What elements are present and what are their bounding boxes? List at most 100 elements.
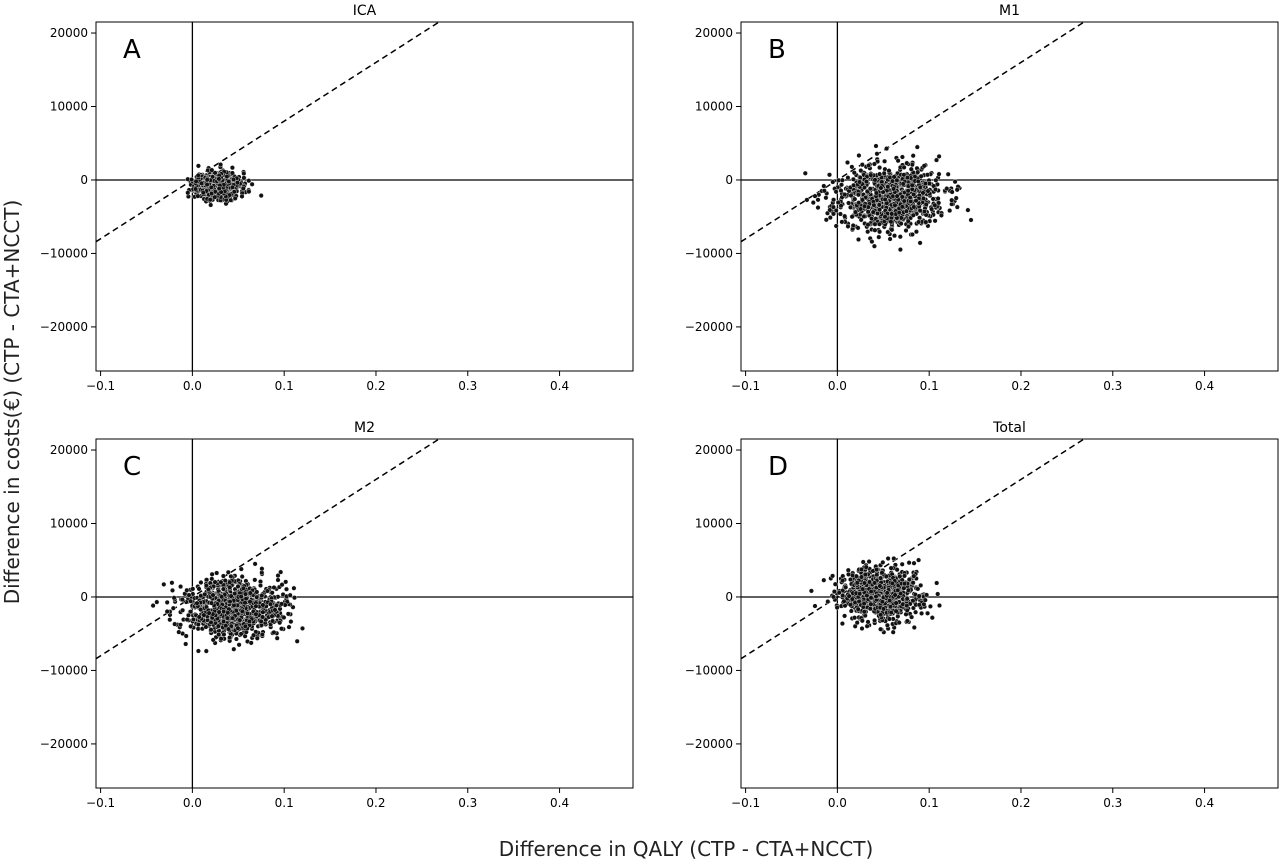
scatter-point: [884, 622, 890, 628]
scatter-point: [204, 182, 210, 188]
scatter-point: [892, 592, 898, 598]
scatter-point: [850, 572, 856, 578]
plot-area: [741, 22, 1278, 371]
scatter-point: [239, 193, 245, 199]
scatter-point: [169, 580, 175, 586]
scatter-point: [856, 236, 862, 242]
scatter-points: [150, 561, 306, 654]
scatter-point: [300, 625, 306, 631]
scatter-point: [949, 189, 955, 195]
scatter-point: [855, 225, 861, 231]
scatter-point: [861, 601, 867, 607]
y-tick-label: 0: [725, 173, 733, 187]
scatter-point: [895, 158, 901, 164]
scatter-point: [231, 176, 237, 182]
scatter-point: [882, 214, 888, 220]
scatter-point: [913, 609, 919, 615]
scatter-point: [904, 607, 910, 613]
scatter-point: [241, 170, 247, 176]
scatter-point: [878, 185, 884, 191]
scatter-point: [188, 598, 194, 604]
plot-area: [96, 22, 633, 371]
scatter-point: [892, 233, 898, 239]
scatter-point: [253, 603, 259, 609]
scatter-point: [279, 582, 285, 588]
scatter-point: [954, 187, 960, 193]
scatter-point: [944, 186, 950, 192]
scatter-point: [229, 170, 235, 176]
scatter-point: [925, 610, 931, 616]
scatter-point: [208, 600, 214, 606]
scatter-point: [949, 197, 955, 203]
scatter-point: [929, 615, 935, 621]
scatter-point: [239, 574, 245, 580]
scatter-point: [908, 166, 914, 172]
scatter-point: [922, 597, 928, 603]
scatter-point: [237, 617, 243, 623]
scatter-point: [925, 188, 931, 194]
scatter-point: [852, 196, 858, 202]
scatter-point: [859, 626, 865, 632]
scatter-point: [921, 163, 927, 169]
scatter-point: [208, 202, 214, 208]
scatter-point: [886, 616, 892, 622]
scatter-point: [230, 615, 236, 621]
scatter-point: [904, 160, 910, 166]
scatter-point: [196, 586, 202, 592]
y-tick-label: 0: [725, 590, 733, 604]
scatter-point: [220, 586, 226, 592]
scatter-point: [862, 203, 868, 209]
scatter-point: [921, 195, 927, 201]
scatter-point: [855, 606, 861, 612]
scatter-point: [915, 586, 921, 592]
scatter-point: [241, 175, 247, 181]
y-tick-label: 20000: [695, 443, 733, 457]
scatter-point: [209, 167, 215, 173]
y-axis-label: Difference in costs(€) (CTP - CTA+NCCT): [0, 200, 24, 605]
scatter-point: [808, 588, 814, 594]
x-tick-label: 0.1: [920, 796, 939, 810]
scatter-point: [195, 622, 201, 628]
scatter-point: [198, 180, 204, 186]
y-tick-label: −10000: [685, 246, 733, 260]
scatter-point: [846, 593, 852, 599]
x-tick-label: −0.1: [86, 796, 115, 810]
scatter-point: [917, 215, 923, 221]
scatter-point: [910, 212, 916, 218]
y-tick-label: −20000: [40, 737, 88, 751]
scatter-point: [235, 625, 241, 631]
scatter-point: [929, 206, 935, 212]
scatter-point: [218, 579, 224, 585]
scatter-point: [218, 162, 224, 168]
scatter-point: [862, 572, 868, 578]
scatter-point: [242, 623, 248, 629]
scatter-point: [219, 594, 225, 600]
scatter-point: [952, 179, 958, 185]
scatter-point: [189, 177, 195, 183]
scatter-point: [279, 601, 285, 607]
scatter-point: [231, 646, 237, 652]
scatter-point: [170, 605, 176, 611]
scatter-point: [884, 590, 890, 596]
scatter-point: [198, 580, 204, 586]
scatter-point: [235, 584, 241, 590]
scatter-point: [164, 599, 170, 605]
scatter-point: [945, 171, 951, 177]
scatter-point: [877, 207, 883, 213]
scatter-point: [171, 595, 177, 601]
scatter-point: [859, 197, 865, 203]
scatter-point: [879, 570, 885, 576]
x-tick-label: 0.0: [183, 379, 202, 393]
scatter-point: [242, 600, 248, 606]
scatter-point: [905, 218, 911, 224]
y-tick-label: 0: [80, 173, 88, 187]
scatter-point: [221, 619, 227, 625]
scatter-point: [259, 566, 265, 572]
scatter-point: [283, 579, 289, 585]
scatter-point: [933, 187, 939, 193]
scatter-point: [233, 636, 239, 642]
scatter-point: [804, 197, 810, 203]
scatter-point: [927, 603, 933, 609]
scatter-point: [917, 240, 923, 246]
scatter-point: [254, 589, 260, 595]
